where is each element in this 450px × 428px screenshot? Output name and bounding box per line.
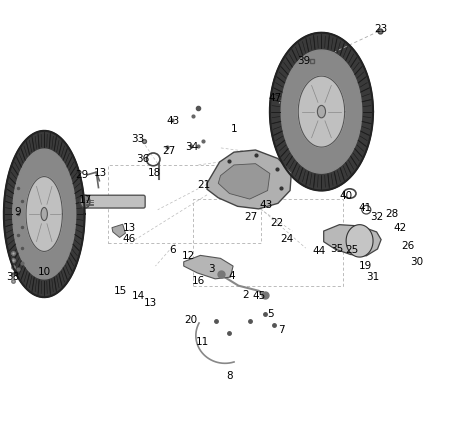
- Text: 28: 28: [385, 209, 399, 219]
- Text: 35: 35: [331, 244, 344, 254]
- Text: 21: 21: [197, 180, 210, 190]
- Text: 30: 30: [410, 257, 423, 267]
- Text: 26: 26: [401, 241, 414, 251]
- Ellipse shape: [80, 195, 90, 208]
- Text: 11: 11: [196, 337, 209, 347]
- Text: 43: 43: [260, 199, 273, 210]
- Text: 17: 17: [78, 195, 92, 205]
- Text: 34: 34: [185, 142, 198, 152]
- Text: 25: 25: [345, 245, 359, 255]
- Text: 5: 5: [267, 309, 274, 319]
- Text: 16: 16: [191, 276, 205, 285]
- Polygon shape: [112, 224, 126, 238]
- Text: 13: 13: [94, 169, 107, 178]
- Text: 20: 20: [184, 315, 198, 325]
- Text: 40: 40: [340, 190, 353, 201]
- Polygon shape: [298, 76, 345, 147]
- Text: 39: 39: [297, 56, 310, 66]
- Text: 46: 46: [122, 234, 135, 244]
- Text: 45: 45: [252, 291, 266, 301]
- Text: 18: 18: [148, 168, 161, 178]
- Text: 31: 31: [366, 272, 380, 282]
- Polygon shape: [26, 177, 63, 251]
- Text: 33: 33: [131, 134, 144, 144]
- Text: 9: 9: [14, 207, 21, 217]
- Polygon shape: [4, 131, 85, 297]
- Text: 36: 36: [136, 155, 149, 164]
- Ellipse shape: [41, 208, 47, 220]
- Polygon shape: [270, 33, 373, 190]
- Text: 27: 27: [244, 212, 258, 223]
- Polygon shape: [218, 163, 270, 199]
- Text: 38: 38: [7, 272, 20, 282]
- Text: 23: 23: [374, 24, 388, 34]
- Text: 22: 22: [270, 218, 284, 229]
- Polygon shape: [207, 150, 292, 209]
- Polygon shape: [281, 50, 362, 173]
- Text: 14: 14: [132, 291, 145, 301]
- Text: 4: 4: [229, 271, 235, 281]
- Text: 43: 43: [166, 116, 180, 126]
- Text: 10: 10: [38, 267, 51, 276]
- Text: 19: 19: [358, 261, 372, 271]
- Polygon shape: [346, 225, 373, 257]
- Text: 12: 12: [182, 251, 195, 261]
- Text: 47: 47: [269, 92, 282, 103]
- Polygon shape: [184, 256, 233, 279]
- Text: 24: 24: [280, 234, 293, 244]
- Text: 6: 6: [169, 245, 176, 255]
- Text: 29: 29: [75, 170, 88, 180]
- FancyBboxPatch shape: [83, 195, 145, 208]
- Text: 32: 32: [370, 212, 383, 223]
- Ellipse shape: [317, 105, 325, 118]
- Text: 1: 1: [231, 124, 237, 134]
- Text: 41: 41: [358, 203, 372, 214]
- Text: 13: 13: [144, 298, 157, 308]
- Text: 27: 27: [163, 146, 176, 156]
- Text: 2: 2: [242, 290, 248, 300]
- Polygon shape: [13, 149, 76, 279]
- Text: 13: 13: [122, 223, 135, 233]
- Text: 15: 15: [113, 286, 126, 296]
- Text: 42: 42: [393, 223, 407, 233]
- Text: 8: 8: [226, 371, 233, 381]
- Text: 3: 3: [208, 265, 215, 274]
- Text: 44: 44: [313, 246, 326, 256]
- Polygon shape: [324, 225, 381, 256]
- Text: 7: 7: [278, 325, 284, 335]
